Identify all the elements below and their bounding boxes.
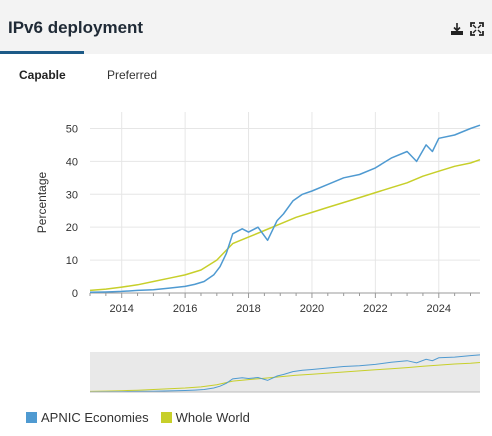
x-tick-label: 2022 xyxy=(363,303,387,315)
legend-label-world: Whole World xyxy=(175,410,250,425)
ipv6-line-chart: 0 10 20 30 40 50 2014 2016 2018 2020 2022 2024 Perce… xyxy=(35,112,481,315)
y-tick-label: 0 xyxy=(72,288,78,300)
series-line-whole-world xyxy=(89,158,481,292)
panel-header: IPv6 deployment xyxy=(0,0,492,54)
y-tick-label: 30 xyxy=(66,189,78,201)
header-icons xyxy=(450,22,484,36)
legend-item-apnic[interactable]: APNIC Economies xyxy=(26,410,149,425)
navigator-series-whole-world xyxy=(89,362,481,392)
legend-swatch-world xyxy=(160,412,172,423)
x-tick-label: 2016 xyxy=(173,303,197,315)
y-axis-title: Percentage xyxy=(35,171,49,233)
y-tick-label: 20 xyxy=(66,222,78,234)
y-tick-label: 10 xyxy=(66,255,78,267)
navigator-series-apnic-economies xyxy=(89,354,481,393)
range-navigator[interactable] xyxy=(0,345,492,400)
download-icon[interactable] xyxy=(450,22,464,36)
tab-preferred[interactable]: Preferred xyxy=(107,68,158,82)
x-tick-label: 2020 xyxy=(300,303,324,315)
tab-capable[interactable]: Capable xyxy=(19,68,66,82)
chart-legend: APNIC Economies Whole World xyxy=(26,410,250,425)
x-tick-label: 2024 xyxy=(427,303,451,315)
x-tick-label: 2014 xyxy=(109,303,133,315)
legend-label-apnic: APNIC Economies xyxy=(41,410,149,425)
y-tick-label: 50 xyxy=(66,123,78,135)
fullscreen-icon[interactable] xyxy=(470,22,484,36)
legend-item-world[interactable]: Whole World xyxy=(160,410,250,425)
x-tick-label: 2018 xyxy=(236,303,260,315)
series-line-apnic-economies xyxy=(89,124,481,294)
navigator-background xyxy=(90,352,480,392)
legend-swatch-apnic xyxy=(26,412,37,423)
y-tick-label: 40 xyxy=(66,156,78,168)
title-underline xyxy=(0,51,84,54)
panel-title: IPv6 deployment xyxy=(8,18,144,37)
